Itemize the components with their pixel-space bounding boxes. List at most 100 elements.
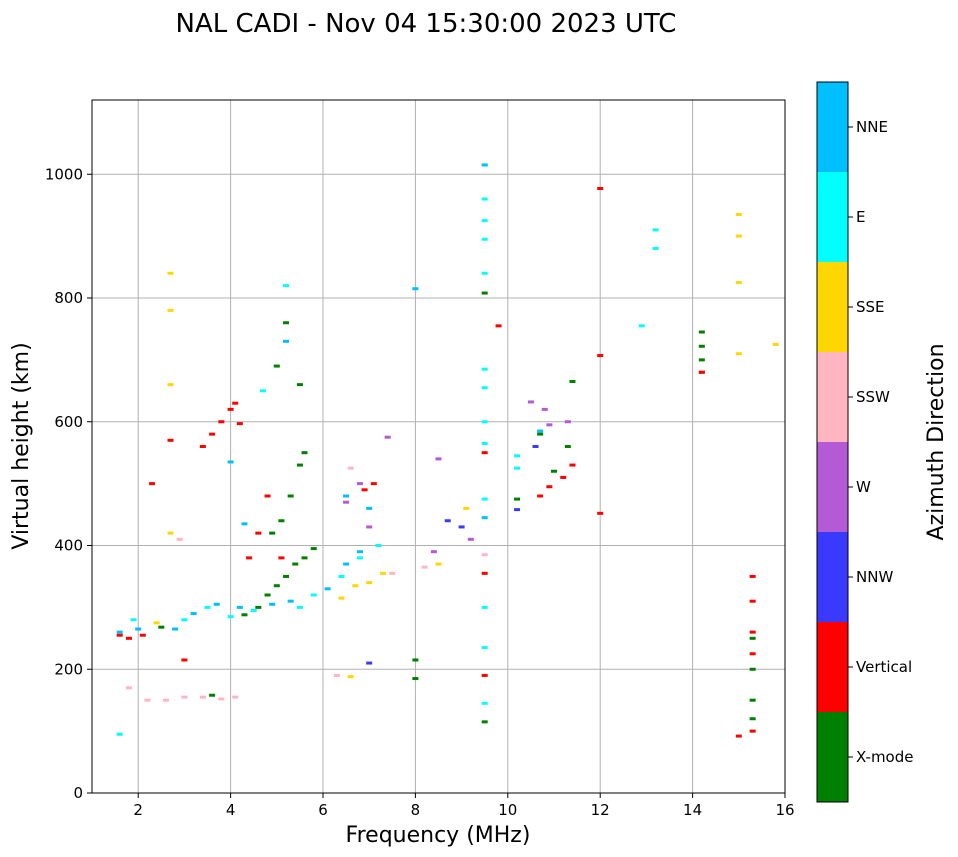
- y-tick-label: 1000: [45, 165, 83, 183]
- data-point: [532, 445, 539, 448]
- data-point: [652, 247, 659, 250]
- data-point: [481, 291, 488, 295]
- data-point: [139, 633, 146, 637]
- data-point: [698, 330, 705, 334]
- data-point: [749, 599, 756, 603]
- colorbar-tick-label: W: [856, 478, 871, 496]
- data-point: [551, 469, 557, 473]
- data-point: [481, 646, 488, 650]
- data-point: [735, 352, 742, 356]
- data-point: [269, 602, 276, 606]
- data-point: [347, 675, 354, 679]
- data-point: [144, 698, 151, 702]
- data-point: [343, 500, 350, 504]
- colorbar-label: Azimuth Direction: [924, 343, 949, 540]
- data-point: [310, 593, 317, 597]
- data-point: [389, 571, 396, 575]
- data-point: [638, 324, 645, 328]
- series-nne: [116, 163, 544, 634]
- data-point: [772, 342, 779, 346]
- data-point: [495, 324, 502, 328]
- data-point: [296, 383, 303, 387]
- data-point: [749, 729, 756, 733]
- y-axis-label: Virtual height (km): [9, 342, 34, 549]
- data-point: [537, 429, 544, 433]
- data-point: [541, 407, 548, 411]
- data-point: [181, 695, 188, 699]
- data-point: [167, 383, 174, 387]
- data-point: [481, 163, 488, 167]
- data-point: [227, 615, 234, 619]
- data-point: [735, 234, 742, 238]
- data-point: [116, 630, 123, 634]
- y-axis-ticks: 0 200 400 600 800 1000: [45, 165, 92, 802]
- data-point: [356, 482, 363, 486]
- data-point: [481, 571, 488, 575]
- y-tick-label: 800: [54, 289, 83, 307]
- data-point: [232, 401, 239, 405]
- data-point: [227, 407, 234, 411]
- data-point: [481, 673, 488, 677]
- colorbar-tick-label: SSW: [856, 388, 890, 406]
- data-point: [366, 581, 373, 585]
- data-point: [135, 627, 142, 631]
- data-point: [176, 537, 183, 541]
- series-w: [343, 400, 571, 554]
- data-point: [167, 271, 174, 275]
- data-point: [481, 386, 488, 390]
- x-tick-label: 14: [683, 801, 702, 819]
- data-point: [569, 380, 576, 384]
- data-points: [116, 163, 779, 738]
- data-point: [514, 497, 521, 501]
- data-point: [273, 364, 280, 368]
- data-point: [370, 482, 377, 486]
- colorbar-segment: [817, 622, 848, 712]
- data-point: [698, 344, 705, 348]
- data-point: [527, 400, 534, 404]
- x-tick-label: 12: [591, 801, 610, 819]
- data-point: [236, 605, 243, 609]
- colorbar-segment: [817, 442, 848, 532]
- data-point: [204, 605, 211, 609]
- data-point: [218, 420, 225, 424]
- data-point: [283, 339, 290, 343]
- data-point: [481, 367, 488, 371]
- data-point: [481, 701, 488, 705]
- x-tick-label: 16: [775, 801, 794, 819]
- colorbar-segment: [817, 352, 848, 442]
- data-point: [597, 186, 604, 190]
- data-point: [250, 608, 257, 612]
- data-point: [514, 454, 521, 458]
- data-point: [236, 422, 243, 426]
- data-point: [481, 553, 488, 557]
- data-point: [481, 441, 488, 445]
- data-point: [546, 423, 553, 427]
- colorbar-segment: [817, 532, 848, 622]
- data-point: [278, 556, 285, 560]
- data-point: [444, 519, 451, 523]
- colorbar-segment: [817, 712, 848, 802]
- data-point: [153, 621, 160, 625]
- data-point: [347, 466, 354, 470]
- data-point: [749, 630, 756, 634]
- plot-area: 2 4 6 8 10 12 14 16 0 200 400 600 800 1000: [45, 99, 795, 819]
- data-point: [264, 593, 271, 597]
- y-tick-label: 0: [73, 784, 83, 802]
- data-point: [361, 488, 368, 492]
- data-point: [209, 693, 216, 697]
- data-point: [218, 697, 225, 701]
- data-point: [292, 562, 299, 566]
- data-point: [246, 556, 253, 560]
- data-point: [255, 531, 262, 535]
- data-point: [384, 435, 391, 439]
- data-point: [564, 445, 571, 448]
- data-point: [199, 695, 206, 699]
- data-point: [749, 636, 756, 640]
- data-point: [255, 605, 262, 609]
- data-point: [481, 271, 488, 275]
- data-point: [481, 237, 488, 241]
- data-point: [749, 717, 756, 721]
- colorbar-tick-label: NNE: [856, 118, 888, 136]
- data-point: [698, 358, 705, 362]
- series-vertical: [116, 186, 756, 738]
